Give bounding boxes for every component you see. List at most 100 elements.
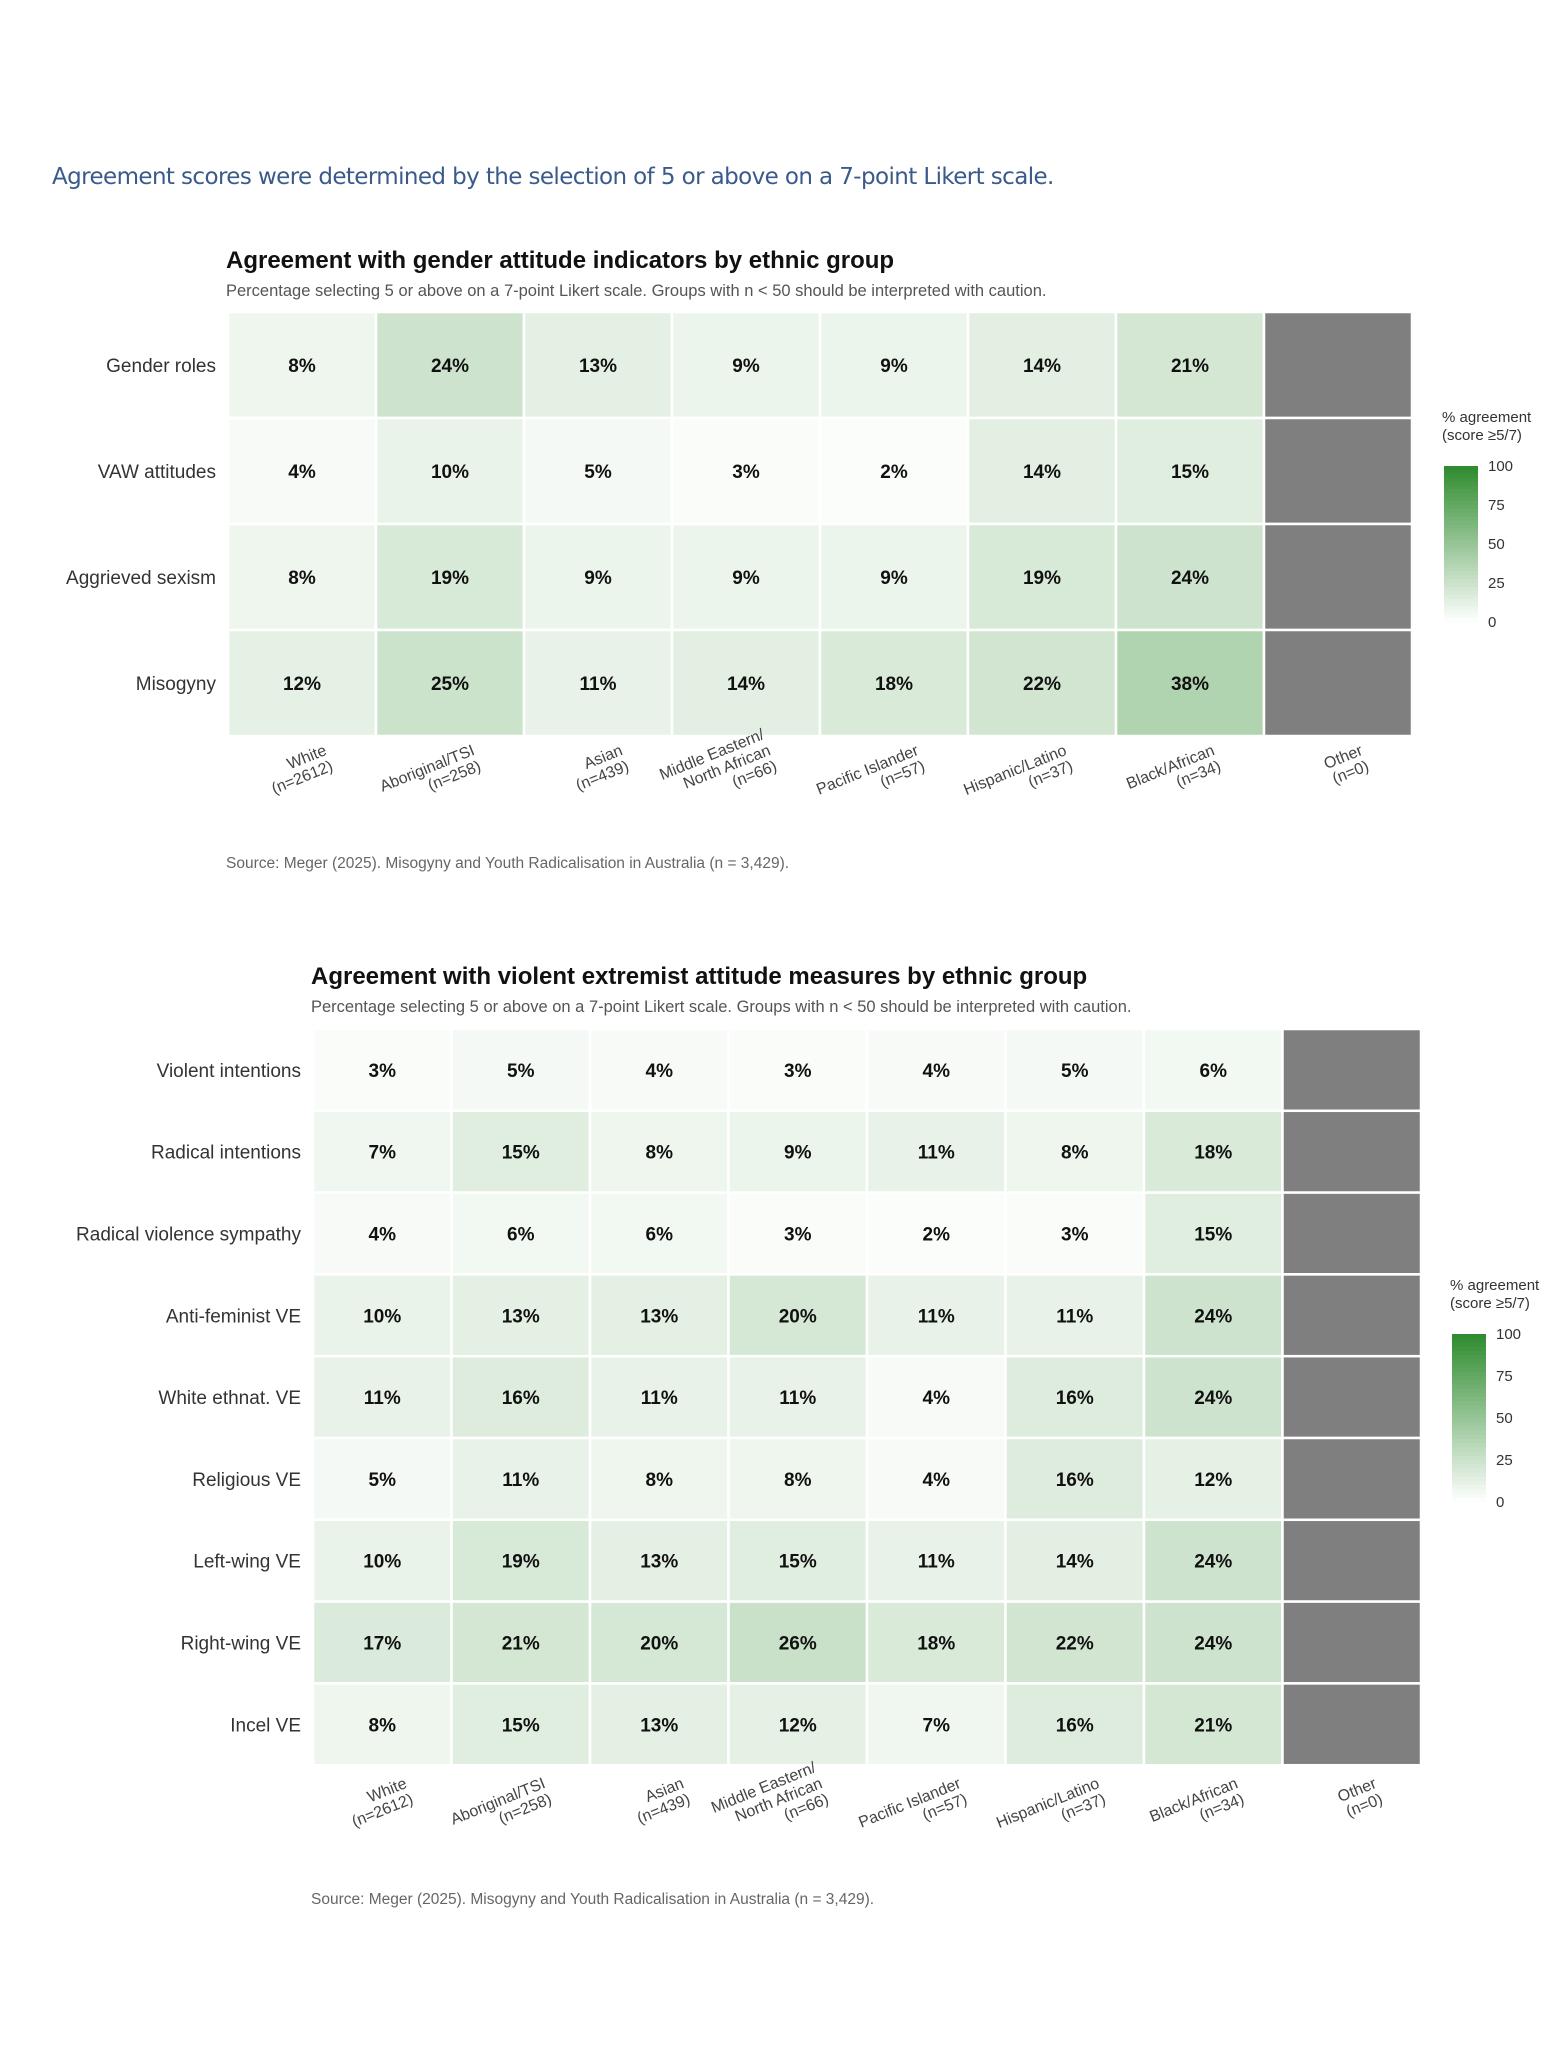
legend-tick-label: 75 bbox=[1496, 1368, 1513, 1385]
heatmap-cell bbox=[1142, 1191, 1284, 1276]
heatmap-cell bbox=[1262, 522, 1414, 632]
legend-gradient-step bbox=[1452, 1497, 1486, 1503]
heatmap-cell bbox=[727, 1436, 869, 1522]
legend-gradient-step bbox=[1452, 1359, 1486, 1364]
legend-tick-label: 25 bbox=[1488, 575, 1505, 592]
cell-value-label: 20% bbox=[640, 1634, 678, 1655]
heatmap-cell bbox=[865, 1682, 1007, 1767]
cell-value-label: 19% bbox=[431, 568, 469, 589]
y-label-white-ethnat-ve: White ethnat. VE bbox=[158, 1388, 301, 1409]
cell-value-label: 14% bbox=[727, 674, 765, 695]
cell-value-label: 24% bbox=[1194, 1552, 1232, 1573]
chart-title: Agreement with violent extremist attitud… bbox=[311, 963, 1087, 990]
legend-gradient-step bbox=[1452, 1418, 1486, 1423]
y-label-gender-roles: Gender roles bbox=[106, 356, 216, 377]
cell-value-label: 14% bbox=[1023, 462, 1061, 483]
cell-value-label: 4% bbox=[646, 1061, 674, 1082]
cell-value-label: 15% bbox=[502, 1715, 540, 1736]
legend-gradient-step bbox=[1444, 571, 1478, 576]
legend-gradient-step bbox=[1444, 501, 1478, 506]
legend-gradient-step bbox=[1452, 1409, 1486, 1415]
color-legend: % agreement(score ≥5/7) 100 75 50 25 0 bbox=[1450, 1277, 1540, 1511]
heatmap-cell bbox=[865, 1191, 1007, 1276]
heatmap-cell bbox=[818, 522, 970, 632]
cell-value-label: 2% bbox=[880, 462, 908, 483]
legend-gradient-step bbox=[1444, 508, 1478, 514]
cell-value-label: 18% bbox=[1194, 1143, 1232, 1164]
cell-value-label: 22% bbox=[1056, 1634, 1094, 1655]
heatmap-cell bbox=[374, 628, 526, 738]
cell-value-label: 21% bbox=[1194, 1715, 1232, 1736]
legend-gradient-step bbox=[1452, 1405, 1486, 1411]
cell-value-label: 24% bbox=[1171, 568, 1209, 589]
y-label-incel-ve: Incel VE bbox=[230, 1715, 301, 1736]
heatmap-cell bbox=[670, 628, 822, 738]
cell-value-label: 24% bbox=[1194, 1634, 1232, 1655]
cell-value-label: 24% bbox=[1194, 1306, 1232, 1327]
cell-value-label: 16% bbox=[1056, 1388, 1094, 1409]
heatmap-cell bbox=[522, 416, 674, 526]
y-label-left-wing-ve: Left-wing VE bbox=[193, 1552, 301, 1573]
heatmap-cell bbox=[1004, 1682, 1146, 1767]
heatmap-cell bbox=[450, 1191, 592, 1276]
cell-value-label: 12% bbox=[283, 674, 321, 695]
legend-gradient-step bbox=[1452, 1367, 1486, 1373]
x-label-pacific-islander: Pacific Islander(n=57) bbox=[856, 1775, 970, 1847]
cell-value-label: 5% bbox=[369, 1470, 397, 1491]
x-label-aboriginal-tsi: Aboriginal/TSI(n=258) bbox=[378, 742, 484, 811]
cell-value-label: 8% bbox=[1061, 1143, 1089, 1164]
cell-value-label: 3% bbox=[784, 1061, 812, 1082]
y-label-vaw-attitudes: VAW attitudes bbox=[98, 462, 216, 483]
cell-value-label: 11% bbox=[918, 1306, 955, 1327]
cell-value-label: 10% bbox=[431, 462, 469, 483]
legend-gradient-step bbox=[1452, 1384, 1486, 1390]
y-label-misogyny: Misogyny bbox=[136, 674, 217, 695]
legend-gradient-step bbox=[1444, 567, 1478, 572]
legend-gradient-step bbox=[1444, 606, 1478, 611]
y-label-right-wing-ve: Right-wing VE bbox=[181, 1634, 301, 1655]
cell-value-label: 13% bbox=[502, 1306, 540, 1327]
legend-gradient-step bbox=[1452, 1334, 1486, 1339]
x-label-white: White(n=2612) bbox=[263, 742, 336, 798]
cell-value-label: 6% bbox=[507, 1225, 535, 1246]
legend-tick-label: 50 bbox=[1488, 536, 1505, 553]
cell-value-label: 11% bbox=[779, 1388, 816, 1409]
chart-title: Agreement with gender attitude indicator… bbox=[226, 247, 894, 274]
heatmap-cell bbox=[226, 522, 378, 632]
heatmap-cell bbox=[226, 416, 378, 526]
legend-gradient-step bbox=[1452, 1401, 1486, 1406]
cell-value-label: 13% bbox=[640, 1306, 678, 1327]
cell-value-label: 12% bbox=[1194, 1470, 1232, 1491]
cell-value-label: 3% bbox=[1061, 1225, 1089, 1246]
cell-value-label: 8% bbox=[369, 1715, 397, 1736]
heatmap-cell bbox=[1281, 1109, 1423, 1194]
legend-gradient-step bbox=[1444, 497, 1478, 502]
heatmap-cell bbox=[865, 1273, 1007, 1358]
heatmap-cell bbox=[1142, 1436, 1284, 1522]
legend-gradient-step bbox=[1444, 489, 1478, 494]
cell-value-label: 18% bbox=[917, 1634, 955, 1655]
cell-value-label: 12% bbox=[779, 1715, 817, 1736]
heatmap-cell bbox=[1281, 1273, 1423, 1358]
legend-title: (score ≥5/7) bbox=[1442, 427, 1522, 444]
x-label-asian: Asian(n=439) bbox=[628, 1775, 692, 1827]
legend-gradient-step bbox=[1452, 1397, 1486, 1402]
cell-value-label: 8% bbox=[646, 1143, 674, 1164]
heatmap-cell bbox=[1004, 1600, 1146, 1685]
legend-gradient-step bbox=[1452, 1460, 1486, 1465]
cell-value-label: 2% bbox=[923, 1225, 951, 1246]
heatmap-cell bbox=[450, 1273, 592, 1358]
legend-gradient-step bbox=[1452, 1346, 1486, 1352]
heatmap-cell bbox=[1281, 1191, 1423, 1276]
legend-gradient-step bbox=[1444, 551, 1478, 557]
x-label-hispanic-latino: Hispanic/Latino(n=37) bbox=[994, 1775, 1108, 1848]
cell-value-label: 4% bbox=[923, 1388, 951, 1409]
heatmap-cell bbox=[226, 628, 378, 738]
cell-value-label: 9% bbox=[732, 568, 760, 589]
cell-value-label: 20% bbox=[779, 1306, 817, 1327]
cell-value-label: 8% bbox=[646, 1470, 674, 1491]
x-label-black-african: Black/African(n=34) bbox=[1147, 1775, 1246, 1842]
heatmap-cell bbox=[374, 522, 526, 632]
cell-value-label: 11% bbox=[918, 1143, 955, 1164]
